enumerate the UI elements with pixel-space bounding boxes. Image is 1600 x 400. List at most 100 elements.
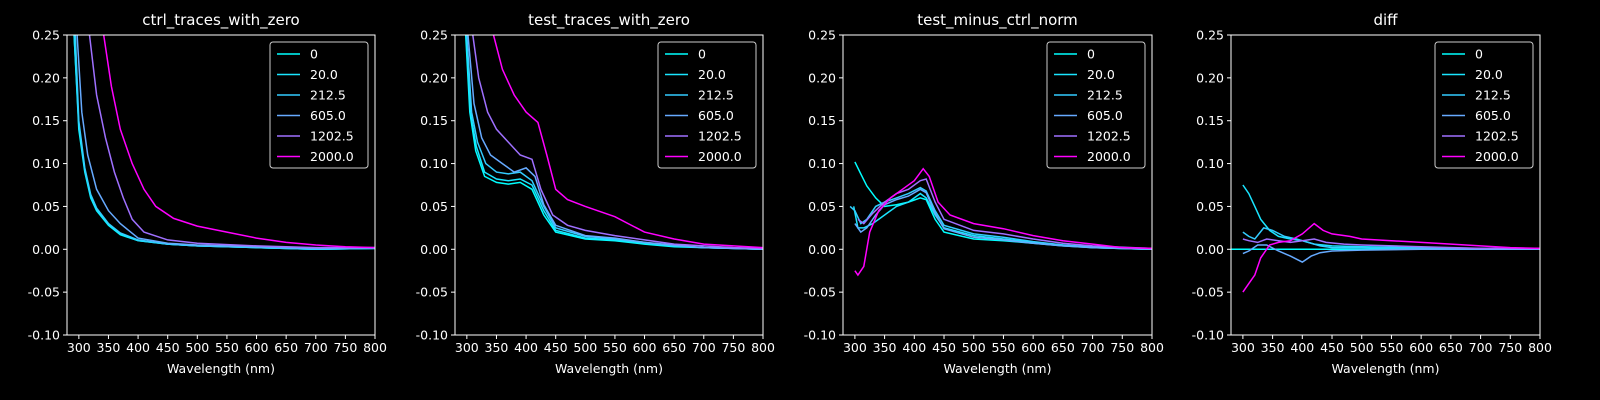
plot-frame xyxy=(454,34,764,336)
legend-label: 0 xyxy=(1475,47,1483,62)
y-tick-label: 0.05 xyxy=(32,199,60,214)
legend: 0 20.0 212.5 605.0 1202.5 2000.0 xyxy=(269,41,369,169)
x-tick-label: 450 xyxy=(544,340,568,355)
x-tick-label: 800 xyxy=(1528,340,1552,355)
y-tick-label: 0.10 xyxy=(1196,156,1224,171)
y-tick-label: 0.15 xyxy=(420,113,448,128)
x-tick-label: 400 xyxy=(126,340,150,355)
y-tick-label: 0.20 xyxy=(1196,70,1224,85)
chart-title: test_traces_with_zero xyxy=(528,11,690,30)
x-tick-label: 550 xyxy=(992,340,1016,355)
x-tick-label: 800 xyxy=(751,340,775,355)
x-tick-label: 650 xyxy=(1439,340,1463,355)
legend-label: 0 xyxy=(698,47,706,62)
x-tick-label: 350 xyxy=(1261,340,1285,355)
chart-panel-2: 300 350 400 450 500 550 600 650 700 750 800 -0.10 -0… xyxy=(804,11,1164,376)
x-tick-label: 700 xyxy=(692,340,716,355)
y-tick-label: 0.25 xyxy=(808,28,836,43)
y-tick-label: 0.25 xyxy=(420,28,448,43)
y-tick-label: 0.15 xyxy=(32,113,60,128)
chart-panel-1: 300 350 400 450 500 550 600 650 700 750 800 -0.10 -0… xyxy=(416,11,775,376)
chart-title: ctrl_traces_with_zero xyxy=(142,11,299,30)
legend-label: 20.0 xyxy=(1087,67,1115,82)
legend-label: 1202.5 xyxy=(310,129,354,144)
legend-label: 212.5 xyxy=(310,88,346,103)
chart-panel-3: 300 350 400 450 500 550 600 650 700 750 800 -0.10 -0… xyxy=(1192,11,1552,376)
series-line-4 xyxy=(1242,238,1540,250)
y-tick-label: 0.00 xyxy=(32,242,60,257)
y-tick-label: -0.10 xyxy=(1192,328,1224,343)
x-tick-label: 750 xyxy=(1110,340,1134,355)
x-tick-label: 600 xyxy=(245,340,269,355)
legend-label: 212.5 xyxy=(698,88,734,103)
series-line-2 xyxy=(74,35,375,251)
y-tick-label: 0.15 xyxy=(808,113,836,128)
series-line-5 xyxy=(1242,222,1540,293)
x-tick-label: 450 xyxy=(156,340,180,355)
chart-title: diff xyxy=(1373,11,1398,29)
y-tick-label: 0.05 xyxy=(808,199,836,214)
plot-frame xyxy=(842,34,1153,336)
y-tick-label: 0.25 xyxy=(32,28,60,43)
series-line-3 xyxy=(467,35,763,251)
legend-label: 212.5 xyxy=(1087,88,1123,103)
plot-frame xyxy=(66,34,376,336)
x-tick-label: 750 xyxy=(721,340,745,355)
legend-label: 2000.0 xyxy=(1475,149,1519,164)
series-line-3 xyxy=(1242,244,1540,263)
y-tick-label: 0.10 xyxy=(32,156,60,171)
chart-panel-0: 300 350 400 450 500 550 600 650 700 750 800 -0.10 -0… xyxy=(28,11,387,376)
x-tick-label: 550 xyxy=(215,340,239,355)
x-axis-label: Wavelength (nm) xyxy=(167,361,275,376)
plot-frame xyxy=(1230,34,1541,336)
series-line-3 xyxy=(76,35,375,250)
x-tick-label: 350 xyxy=(485,340,509,355)
x-tick-label: 300 xyxy=(1231,340,1255,355)
x-tick-label: 550 xyxy=(603,340,627,355)
x-tick-label: 450 xyxy=(1320,340,1344,355)
chart-title: test_minus_ctrl_norm xyxy=(917,11,1078,30)
legend-label: 212.5 xyxy=(1475,88,1511,103)
x-tick-label: 400 xyxy=(514,340,538,355)
legend-label: 605.0 xyxy=(698,108,734,123)
y-tick-label: 0.25 xyxy=(1196,28,1224,43)
legend-label: 1202.5 xyxy=(1087,129,1131,144)
x-tick-label: 350 xyxy=(873,340,897,355)
legend: 0 20.0 212.5 605.0 1202.5 2000.0 xyxy=(1434,41,1534,169)
legend-label: 1202.5 xyxy=(1475,129,1519,144)
legend-label: 605.0 xyxy=(1087,108,1123,123)
x-tick-label: 300 xyxy=(67,340,91,355)
x-tick-label: 300 xyxy=(455,340,479,355)
x-tick-label: 650 xyxy=(662,340,686,355)
x-tick-label: 450 xyxy=(932,340,956,355)
x-tick-label: 700 xyxy=(1469,340,1493,355)
y-tick-label: 0.10 xyxy=(420,156,448,171)
y-tick-label: 0.15 xyxy=(1196,113,1224,128)
x-tick-label: 700 xyxy=(304,340,328,355)
legend-label: 2000.0 xyxy=(698,149,742,164)
x-axis-label: Wavelength (nm) xyxy=(944,361,1052,376)
x-tick-label: 400 xyxy=(1290,340,1314,355)
legend-label: 605.0 xyxy=(310,108,346,123)
y-tick-label: 0.00 xyxy=(420,242,448,257)
series-line-2 xyxy=(849,186,1152,251)
y-tick-label: 0.20 xyxy=(420,70,448,85)
x-tick-label: 400 xyxy=(902,340,926,355)
x-axis-label: Wavelength (nm) xyxy=(1332,361,1440,376)
x-tick-label: 750 xyxy=(1498,340,1522,355)
x-tick-label: 650 xyxy=(274,340,298,355)
y-tick-label: 0.05 xyxy=(420,199,448,214)
y-tick-label: 0.20 xyxy=(808,70,836,85)
y-tick-label: 0.05 xyxy=(1196,199,1224,214)
x-tick-label: 650 xyxy=(1051,340,1075,355)
series-line-3 xyxy=(854,188,1152,251)
series-line-4 xyxy=(88,35,375,249)
series-line-4 xyxy=(472,35,763,250)
series-line-5 xyxy=(102,35,375,249)
legend-label: 2000.0 xyxy=(310,149,354,164)
x-tick-label: 700 xyxy=(1081,340,1105,355)
y-tick-label: 0.00 xyxy=(808,242,836,257)
x-tick-label: 500 xyxy=(1350,340,1374,355)
x-tick-label: 750 xyxy=(333,340,357,355)
